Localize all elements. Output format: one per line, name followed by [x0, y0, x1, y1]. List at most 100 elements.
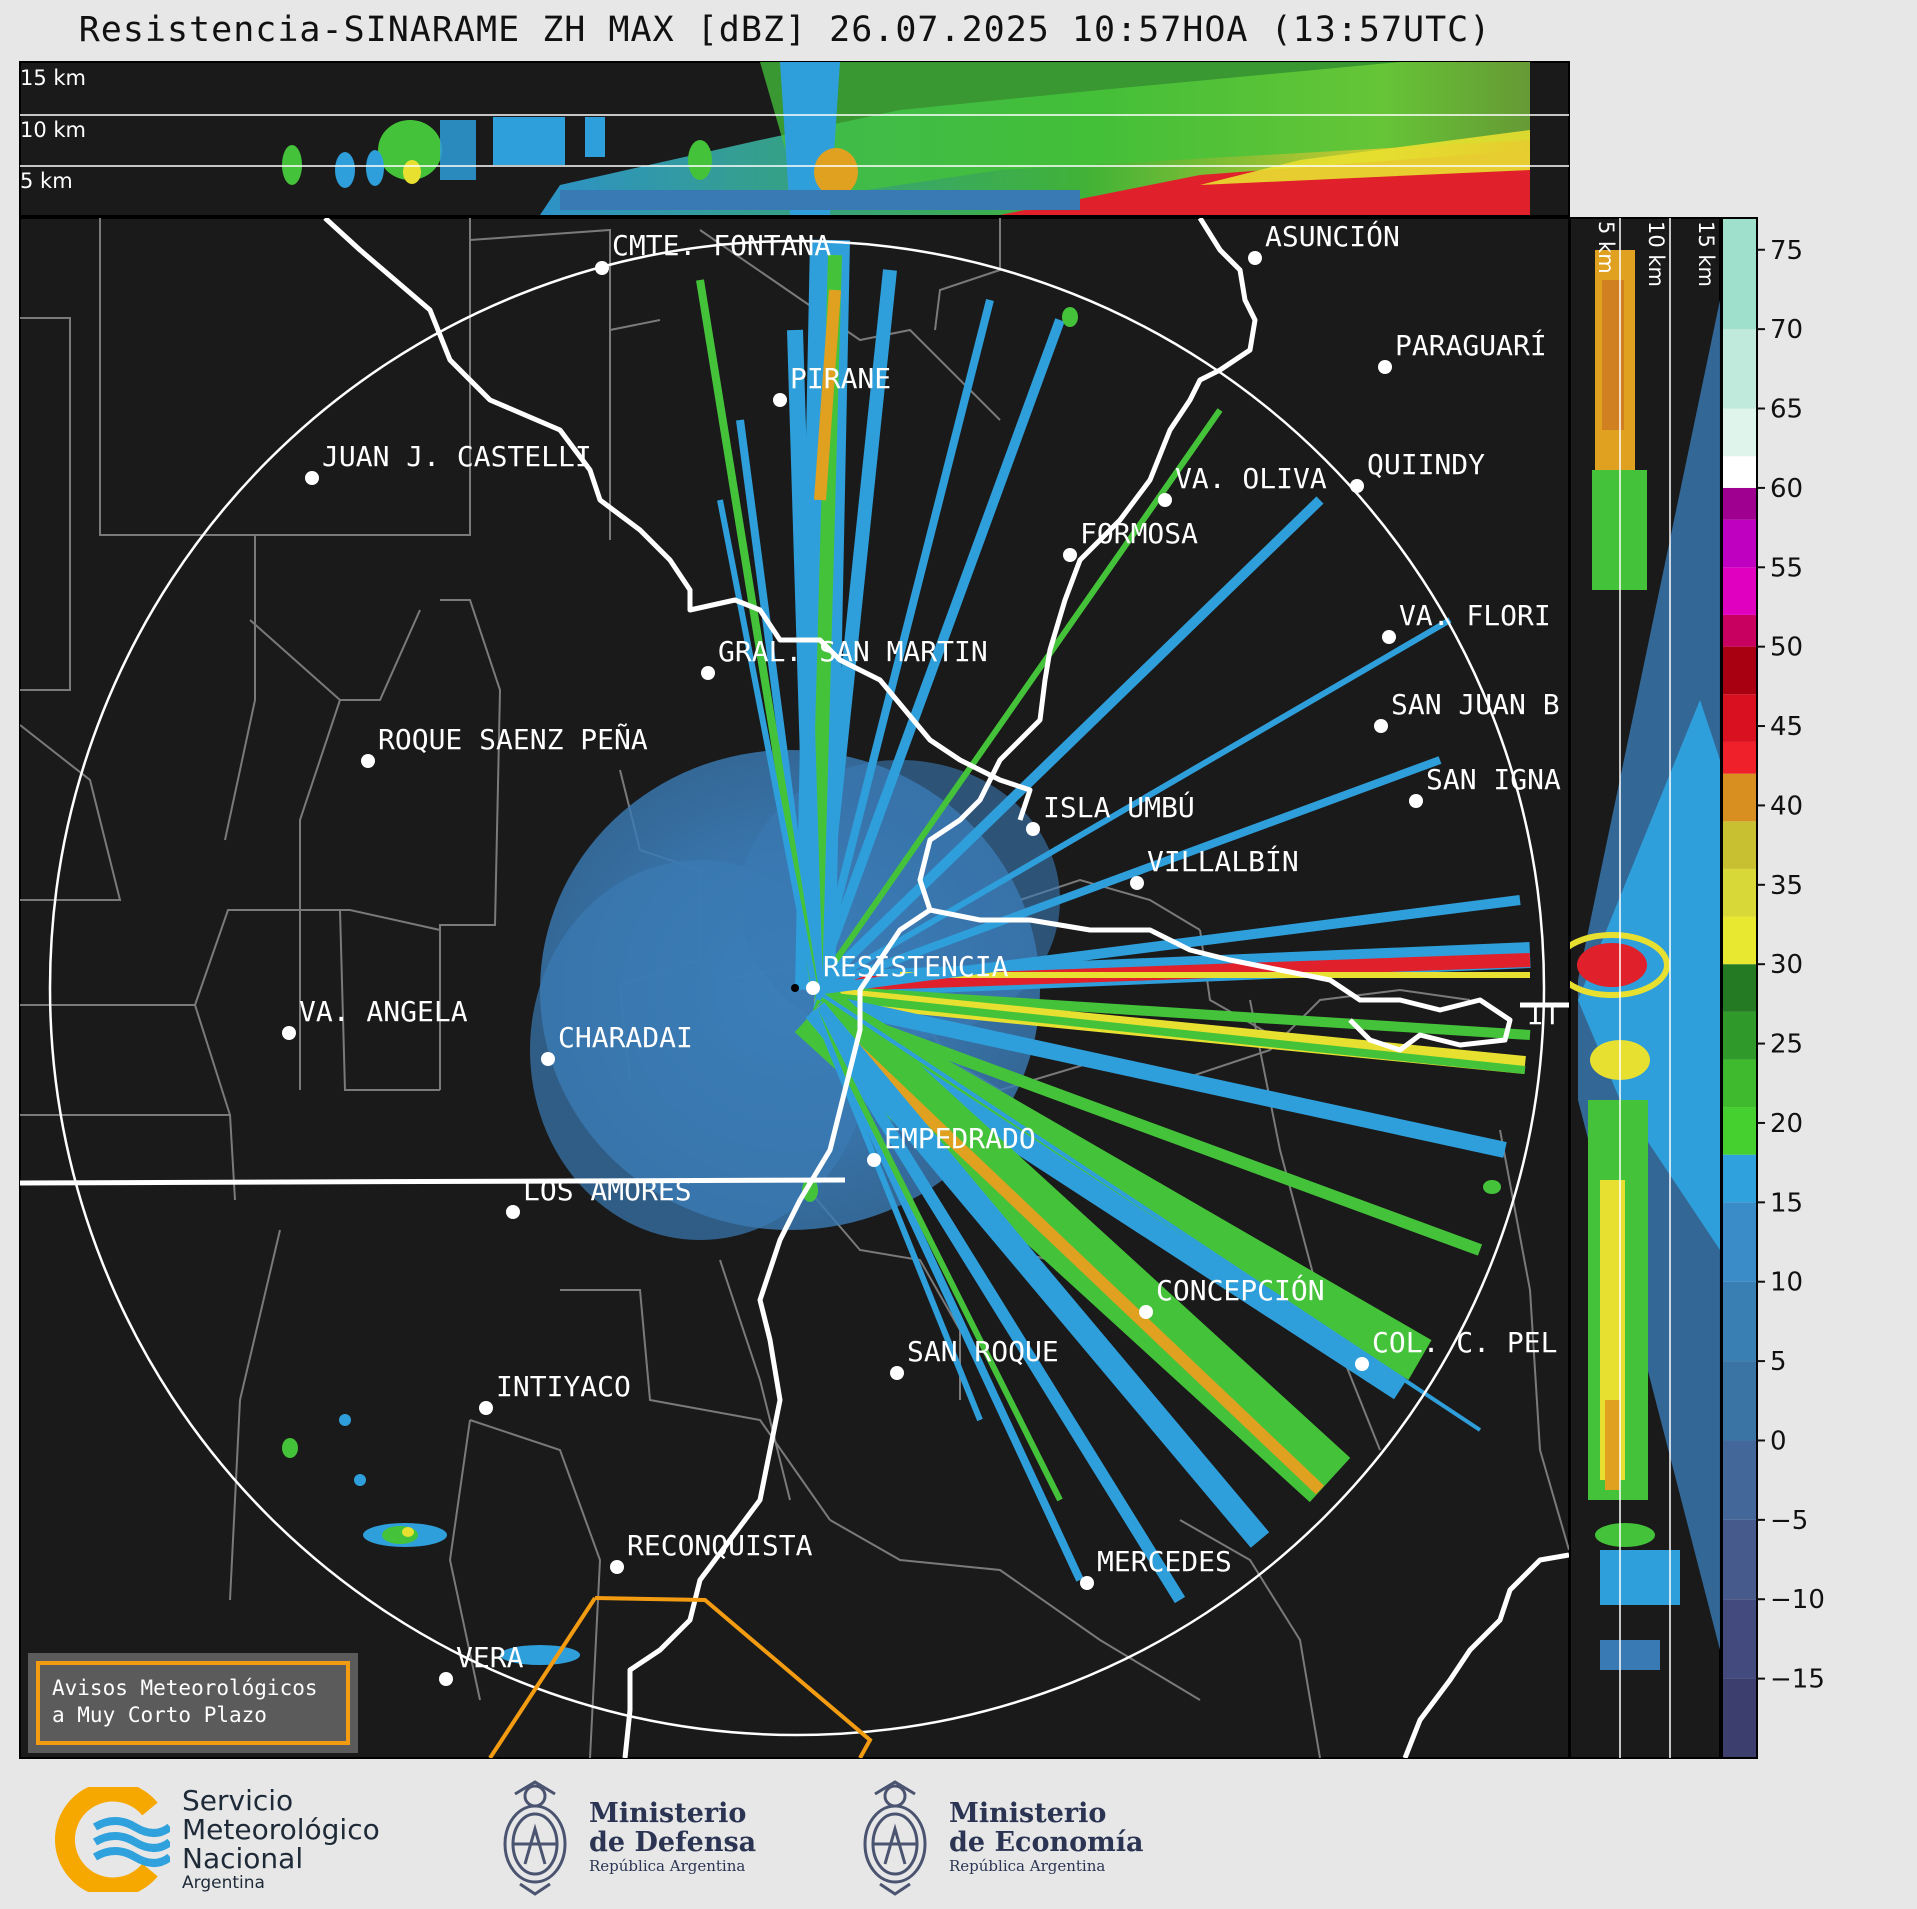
city-san-roque: SAN ROQUE: [890, 1335, 1059, 1380]
svg-text:RESISTENCIA: RESISTENCIA: [823, 950, 1009, 983]
footer-logos: Servicio Meteorológico Nacional Argentin…: [0, 1760, 1917, 1909]
city-san-igna: SAN IGNA: [1409, 763, 1561, 808]
colorbar-band: [1722, 741, 1757, 774]
colorbar-tick-label: 30: [1770, 950, 1803, 980]
colorbar-tick-label: 60: [1770, 474, 1803, 504]
svg-text:ASUNCIÓN: ASUNCIÓN: [1265, 219, 1400, 253]
colorbar-band: [1722, 408, 1757, 457]
city-juan-j-castelli: JUAN J. CASTELLI: [305, 440, 592, 485]
warnings-line-1: Avisos Meteorológicos: [52, 1676, 318, 1700]
svg-text:VA. ANGELA: VA. ANGELA: [299, 995, 468, 1028]
top-height-label-10: 10 km: [20, 118, 86, 142]
colorbar-tick-label: 0: [1770, 1426, 1787, 1456]
side-height-label-15: 15 km: [1694, 221, 1718, 287]
colorbar-band: [1722, 1599, 1757, 1679]
colorbar-band: [1722, 1281, 1757, 1362]
colorbar-tick-label: 40: [1770, 791, 1803, 821]
economia-line-2: de Economía: [949, 1826, 1144, 1858]
colorbar-band: [1722, 646, 1757, 695]
svg-text:GRAL. SAN MARTIN: GRAL. SAN MARTIN: [718, 635, 988, 668]
colorbar-band: [1722, 694, 1757, 742]
colorbar-tick-label: 20: [1770, 1109, 1803, 1139]
city-quiindy: QUIINDY: [1350, 448, 1485, 493]
colorbar-tick-label: −5: [1770, 1506, 1808, 1536]
colorbar-band: [1722, 487, 1757, 520]
svg-text:ROQUE SAENZ PEÑA: ROQUE SAENZ PEÑA: [378, 722, 648, 756]
city-intiyaco: INTIYACO: [479, 1370, 631, 1415]
colorbar-band: [1722, 1519, 1757, 1600]
colorbar-band: [1722, 519, 1757, 568]
colorbar-band: [1722, 329, 1757, 409]
warning-polygon: [594, 1596, 873, 1758]
colorbar-tick-label: 45: [1770, 712, 1803, 742]
svg-text:FORMOSA: FORMOSA: [1080, 517, 1198, 550]
defensa-line-1: Ministerio: [589, 1797, 747, 1829]
svg-text:COL. C. PEL: COL. C. PEL: [1372, 1326, 1557, 1359]
city-va-flori: VA. FLORI: [1382, 599, 1551, 644]
city-vera: VERA: [439, 1641, 524, 1686]
economia-sub: República Argentina: [949, 1856, 1106, 1875]
svg-text:VA. OLIVA: VA. OLIVA: [1175, 462, 1327, 495]
colorbar-band: [1722, 567, 1757, 615]
colorbar-bands: [1722, 218, 1757, 1758]
city-col-c-pel: COL. C. PEL: [1355, 1326, 1557, 1371]
smn-line-1: Servicio: [182, 1784, 294, 1817]
side-height-label-10: 10 km: [1644, 221, 1668, 287]
svg-text:LOS AMORES: LOS AMORES: [523, 1174, 692, 1207]
colorbar-tick-label: 10: [1770, 1268, 1803, 1298]
colorbar-tick-label: 50: [1770, 633, 1803, 663]
city-isla-umbu: ISLA UMBÚ: [1026, 790, 1195, 836]
colorbar-band: [1722, 868, 1757, 917]
top-height-label-15: 15 km: [20, 66, 86, 90]
svg-text:CONCEPCIÓN: CONCEPCIÓN: [1156, 1273, 1325, 1307]
city-va-oliva: VA. OLIVA: [1158, 462, 1327, 507]
colorbar-band: [1722, 1678, 1757, 1758]
svg-text:JUAN J. CASTELLI: JUAN J. CASTELLI: [322, 440, 592, 473]
colorbar-tick-label: 35: [1770, 871, 1803, 901]
city-it: IT: [1527, 998, 1561, 1031]
warnings-line-2: a Muy Corto Plazo: [52, 1703, 267, 1727]
city-cmte-fontana: CMTE. FONTANA: [595, 229, 831, 275]
svg-text:SAN IGNA: SAN IGNA: [1426, 763, 1561, 796]
radar-beams: [696, 239, 1531, 1604]
svg-text:SAN ROQUE: SAN ROQUE: [907, 1335, 1059, 1368]
economia-line-1: Ministerio: [949, 1797, 1107, 1829]
smn-logo: Servicio Meteorológico Nacional Argentin…: [55, 1786, 380, 1893]
colorbar-tick-label: 5: [1770, 1347, 1787, 1377]
svg-text:PIRANE: PIRANE: [790, 362, 891, 395]
city-markers: CMTE. FONTANA ASUNCIÓN PIRANE PARAGUARÍ …: [282, 219, 1561, 1686]
city-villalbin: VILLALBÍN: [1130, 844, 1299, 890]
economia-logo: Ministerio de Economía República Argenti…: [855, 1774, 1143, 1899]
svg-text:RECONQUISTA: RECONQUISTA: [627, 1529, 813, 1562]
svg-text:EMPEDRADO: EMPEDRADO: [884, 1122, 1036, 1155]
city-asuncion: ASUNCIÓN: [1248, 219, 1400, 265]
colorbar-band: [1722, 614, 1757, 647]
svg-text:CHARADAI: CHARADAI: [558, 1021, 693, 1054]
defensa-logo: Ministerio de Defensa República Argentin…: [495, 1774, 756, 1899]
side-height-profile: 5 km 10 km 15 km: [1569, 217, 1721, 1759]
city-mercedes: MERCEDES: [1080, 1545, 1232, 1590]
city-reconquista: RECONQUISTA: [610, 1529, 813, 1574]
borders: [20, 218, 1569, 1758]
colorbar-tick-label: 75: [1770, 236, 1803, 266]
colorbar-band: [1722, 1202, 1757, 1282]
smn-sub: Argentina: [182, 1873, 265, 1893]
colorbar-tick-label: 15: [1770, 1188, 1803, 1218]
warnings-button[interactable]: Avisos Meteorológicos a Muy Corto Plazo: [28, 1653, 358, 1753]
radar-map: CMTE. FONTANA ASUNCIÓN PIRANE PARAGUARÍ …: [19, 217, 1570, 1759]
city-roque-saenz-pena: ROQUE SAENZ PEÑA: [361, 722, 648, 768]
svg-text:VERA: VERA: [456, 1641, 524, 1674]
smn-line-3: Nacional: [182, 1842, 304, 1875]
city-va-angela: VA. ANGELA: [282, 995, 468, 1040]
svg-text:MERCEDES: MERCEDES: [1097, 1545, 1232, 1578]
colorbar-tick-label: 65: [1770, 395, 1803, 425]
city-resistencia: RESISTENCIA: [791, 950, 1009, 995]
defensa-line-2: de Defensa: [589, 1826, 757, 1858]
city-empedrado: EMPEDRADO: [867, 1122, 1036, 1167]
colorbar-band: [1722, 1154, 1757, 1203]
svg-text:VILLALBÍN: VILLALBÍN: [1147, 844, 1299, 878]
svg-text:PARAGUARÍ: PARAGUARÍ: [1395, 328, 1547, 362]
